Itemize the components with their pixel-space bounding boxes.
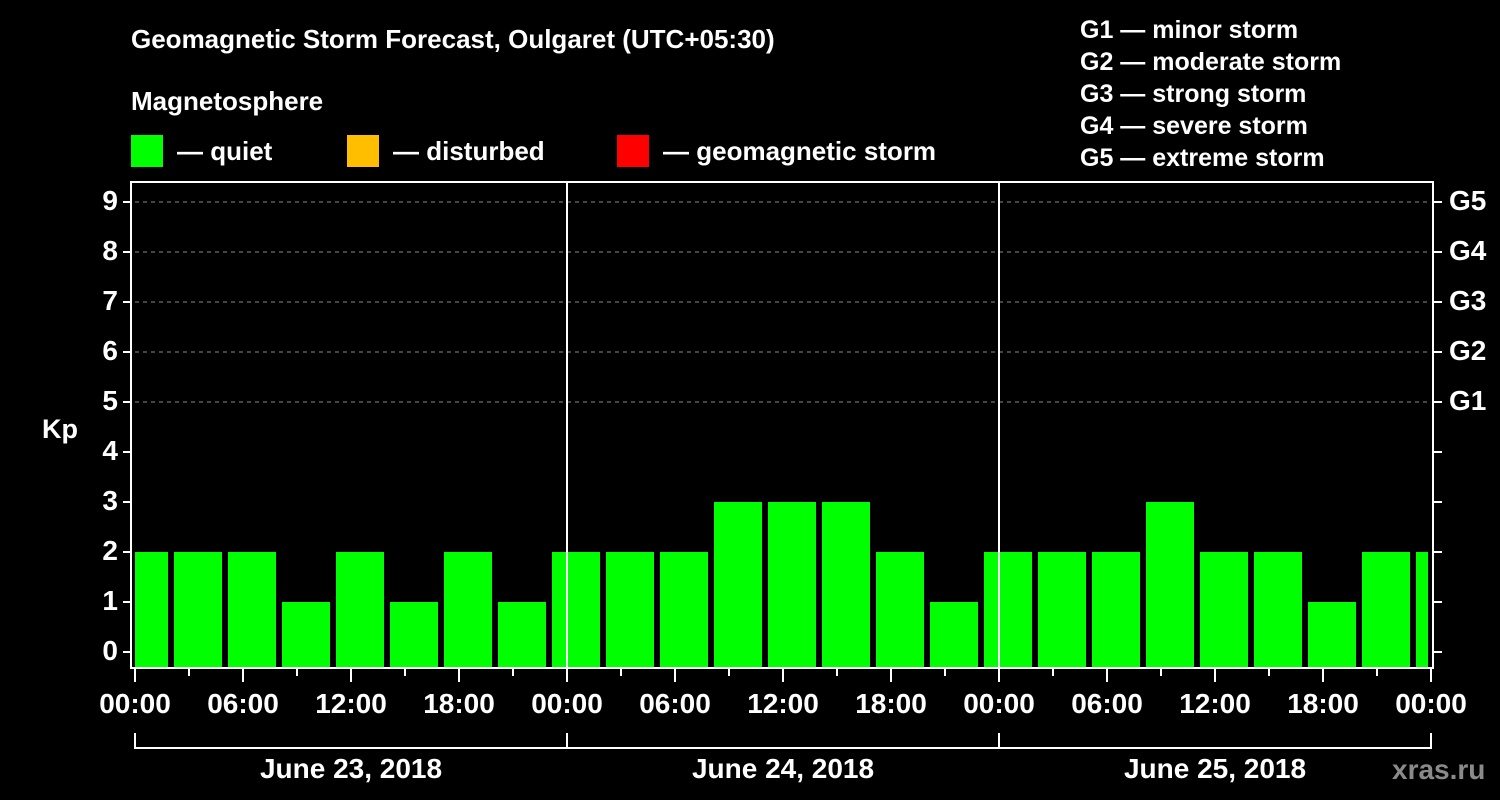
g-scale-legend: G1 — minor storm G2 — moderate storm G3 … [1080,14,1341,174]
chart-title: Geomagnetic Storm Forecast, Oulgaret (UT… [131,24,775,54]
date-label: June 23, 2018 [259,753,443,784]
kp-bar [1254,552,1302,667]
legend-label: — geomagnetic storm [663,135,937,166]
kp-bar [1200,552,1248,667]
disturbed-swatch [347,135,379,167]
kp-bar [552,552,600,667]
y-tick-label: 6 [102,335,118,366]
kp-bar [714,502,762,667]
quiet-swatch [131,135,163,167]
x-tick-label: 00:00 [1395,688,1467,719]
date-label: June 24, 2018 [691,753,875,784]
kp-bar [1092,552,1140,667]
y-tick-label: 8 [102,235,118,266]
storm-swatch [617,135,649,167]
x-tick-label: 18:00 [423,688,495,719]
g-scale-item: G5 — extreme storm [1080,144,1325,172]
x-tick-label: 00:00 [531,688,603,719]
y-tick-label: 0 [102,635,118,666]
kp-bar [606,552,654,667]
date-label: June 25, 2018 [1123,753,1307,784]
y-tick-label: 5 [102,385,118,416]
kp-bar [1038,552,1086,667]
x-tick-label: 18:00 [855,688,927,719]
kp-bar [822,502,870,667]
x-tick-label: 18:00 [1287,688,1359,719]
x-tick-label: 00:00 [99,688,171,719]
g-level-label: G2 [1449,335,1487,366]
kp-bar [1362,552,1410,667]
kp-bar [876,552,924,667]
g-level-label: G1 [1449,385,1487,416]
legend-storm: — geomagnetic storm [617,134,936,168]
g-scale-item: G4 — severe storm [1080,112,1308,140]
watermark: xras.ru [1392,754,1486,785]
x-tick-label: 06:00 [639,688,711,719]
kp-bar [390,602,438,667]
kp-bar [660,552,708,667]
x-tick-label: 12:00 [747,688,819,719]
kp-bar [282,602,330,667]
kp-bar [1416,552,1428,667]
g-level-label: G4 [1449,235,1487,266]
x-tick-label: 12:00 [1179,688,1251,719]
x-tick-label: 06:00 [1071,688,1143,719]
x-tick-label: 12:00 [315,688,387,719]
kp-bar [984,552,1032,667]
legend-quiet: — quiet [131,134,272,168]
kp-bar [444,552,492,667]
legend-disturbed: — disturbed [347,134,545,168]
legend-label: — disturbed [393,135,545,166]
kp-bar [228,552,276,667]
g-level-label: G3 [1449,285,1487,316]
g-scale-item: G1 — minor storm [1080,16,1299,44]
chart-subtitle: Magnetosphere [131,86,324,116]
legend-label: — quiet [177,135,273,166]
y-tick-label: 4 [102,435,118,466]
y-axis-label: Kp [42,414,78,444]
kp-bar [336,552,384,667]
x-tick-label: 06:00 [207,688,279,719]
y-tick-label: 3 [102,485,118,516]
g-scale-item: G3 — strong storm [1080,80,1307,108]
kp-bar [1146,502,1194,667]
y-tick-label: 1 [102,585,118,616]
kp-bar [1308,602,1356,667]
g-scale-item: G2 — moderate storm [1080,48,1342,76]
kp-bar [498,602,546,667]
kp-bar [930,602,978,667]
kp-bar [174,552,222,667]
kp-bar [135,552,168,667]
g-level-label: G5 [1449,185,1487,216]
y-tick-label: 9 [102,185,118,216]
kp-bar [768,502,816,667]
y-tick-label: 7 [102,285,118,316]
x-tick-label: 00:00 [963,688,1035,719]
y-tick-label: 2 [102,535,118,566]
